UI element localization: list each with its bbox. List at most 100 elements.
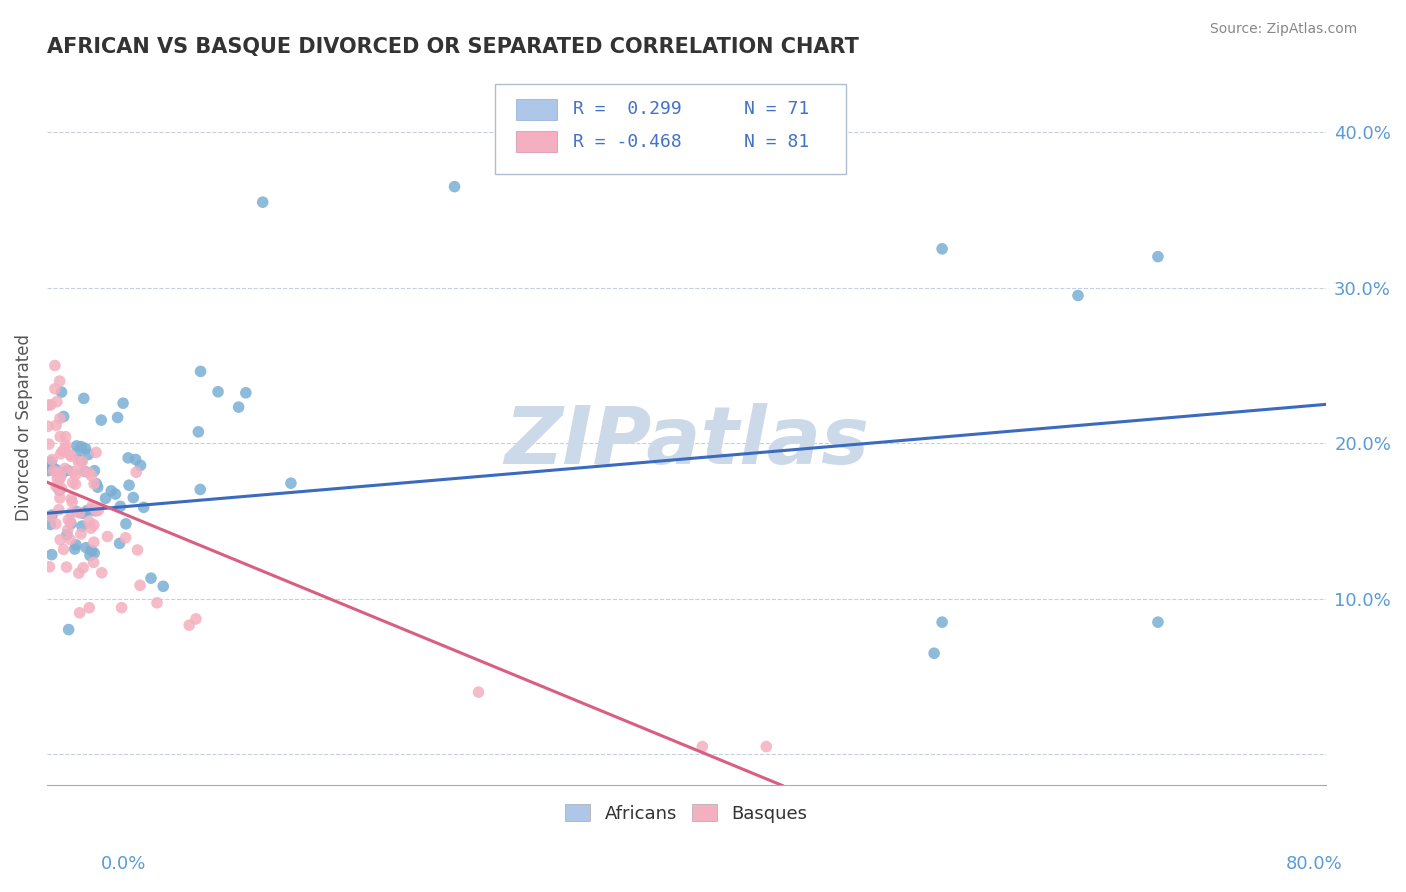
Point [45, 516, 67, 531]
Point [80, 468, 103, 483]
Point [112, 396, 135, 410]
Point [75, 465, 97, 479]
Point [152, 579, 174, 593]
Point [65, 504, 87, 518]
Point [66, 439, 89, 453]
Point [86, 476, 108, 491]
Point [80, 499, 103, 513]
Point [1147, 615, 1170, 629]
Point [37, 457, 59, 471]
Point [56, 527, 79, 541]
Point [252, 195, 274, 210]
Point [84, 504, 107, 518]
Point [110, 600, 132, 615]
Point [46, 466, 69, 480]
Point [56, 463, 79, 477]
Point [60, 491, 83, 506]
Point [65, 467, 87, 482]
Point [70, 440, 93, 454]
Point [51, 385, 73, 400]
Point [84, 445, 107, 459]
Point [467, 685, 489, 699]
Point [58, 623, 80, 637]
Point [55, 430, 77, 444]
Point [83, 464, 105, 478]
Point [80, 543, 103, 558]
Point [49, 491, 72, 505]
Point [52, 443, 75, 458]
Point [115, 516, 138, 531]
Point [83, 555, 105, 569]
Point [48, 374, 70, 388]
Point [1147, 250, 1170, 264]
Point [125, 465, 148, 479]
Point [52, 409, 75, 424]
Text: N = 81: N = 81 [744, 133, 808, 151]
Text: AFRICAN VS BASQUE DIVORCED OR SEPARATED CORRELATION CHART: AFRICAN VS BASQUE DIVORCED OR SEPARATED … [46, 37, 859, 57]
Point [235, 385, 257, 400]
Point [77, 466, 100, 480]
Point [83, 535, 105, 549]
Point [190, 364, 212, 378]
Point [65, 477, 87, 491]
Point [66, 445, 89, 459]
Point [53, 461, 76, 475]
Point [39, 517, 62, 532]
Point [80, 502, 103, 516]
Point [44, 382, 66, 396]
Point [39, 398, 62, 412]
Point [228, 400, 250, 414]
Point [48, 472, 70, 486]
Point [60, 495, 83, 509]
Point [77, 514, 100, 528]
Point [127, 543, 149, 558]
Point [56, 523, 79, 537]
Point [37, 464, 59, 478]
Point [755, 739, 778, 754]
Point [73, 392, 96, 406]
Point [51, 466, 73, 480]
Point [67, 566, 90, 581]
Point [37, 419, 59, 434]
Point [62, 465, 84, 479]
Point [118, 478, 141, 492]
Point [45, 418, 67, 433]
Point [44, 359, 66, 373]
Point [692, 739, 714, 754]
Point [37, 398, 59, 412]
Point [65, 538, 87, 552]
Point [87, 480, 110, 494]
Point [184, 612, 207, 626]
Point [39, 509, 62, 524]
Point [55, 560, 77, 574]
Legend: Africans, Basques: Africans, Basques [558, 797, 814, 830]
Point [63, 542, 86, 557]
Point [48, 502, 70, 516]
Point [187, 425, 209, 439]
Point [124, 452, 146, 467]
Point [931, 615, 953, 629]
Point [42, 462, 65, 476]
Point [49, 447, 72, 461]
Point [55, 438, 77, 452]
Point [188, 483, 211, 497]
Point [49, 470, 72, 484]
Point [922, 646, 945, 660]
Point [70, 455, 93, 469]
Point [72, 560, 94, 574]
Point [132, 500, 155, 515]
Point [75, 442, 97, 456]
Point [49, 533, 72, 547]
Point [70, 519, 93, 533]
Point [100, 483, 122, 498]
Point [117, 450, 139, 465]
Point [146, 596, 169, 610]
Point [69, 606, 91, 620]
Point [77, 600, 100, 615]
Point [129, 578, 152, 592]
Point [59, 448, 82, 462]
Text: R = -0.468: R = -0.468 [572, 133, 682, 151]
Text: N = 71: N = 71 [744, 100, 808, 119]
Point [45, 394, 67, 409]
Point [90, 566, 112, 580]
